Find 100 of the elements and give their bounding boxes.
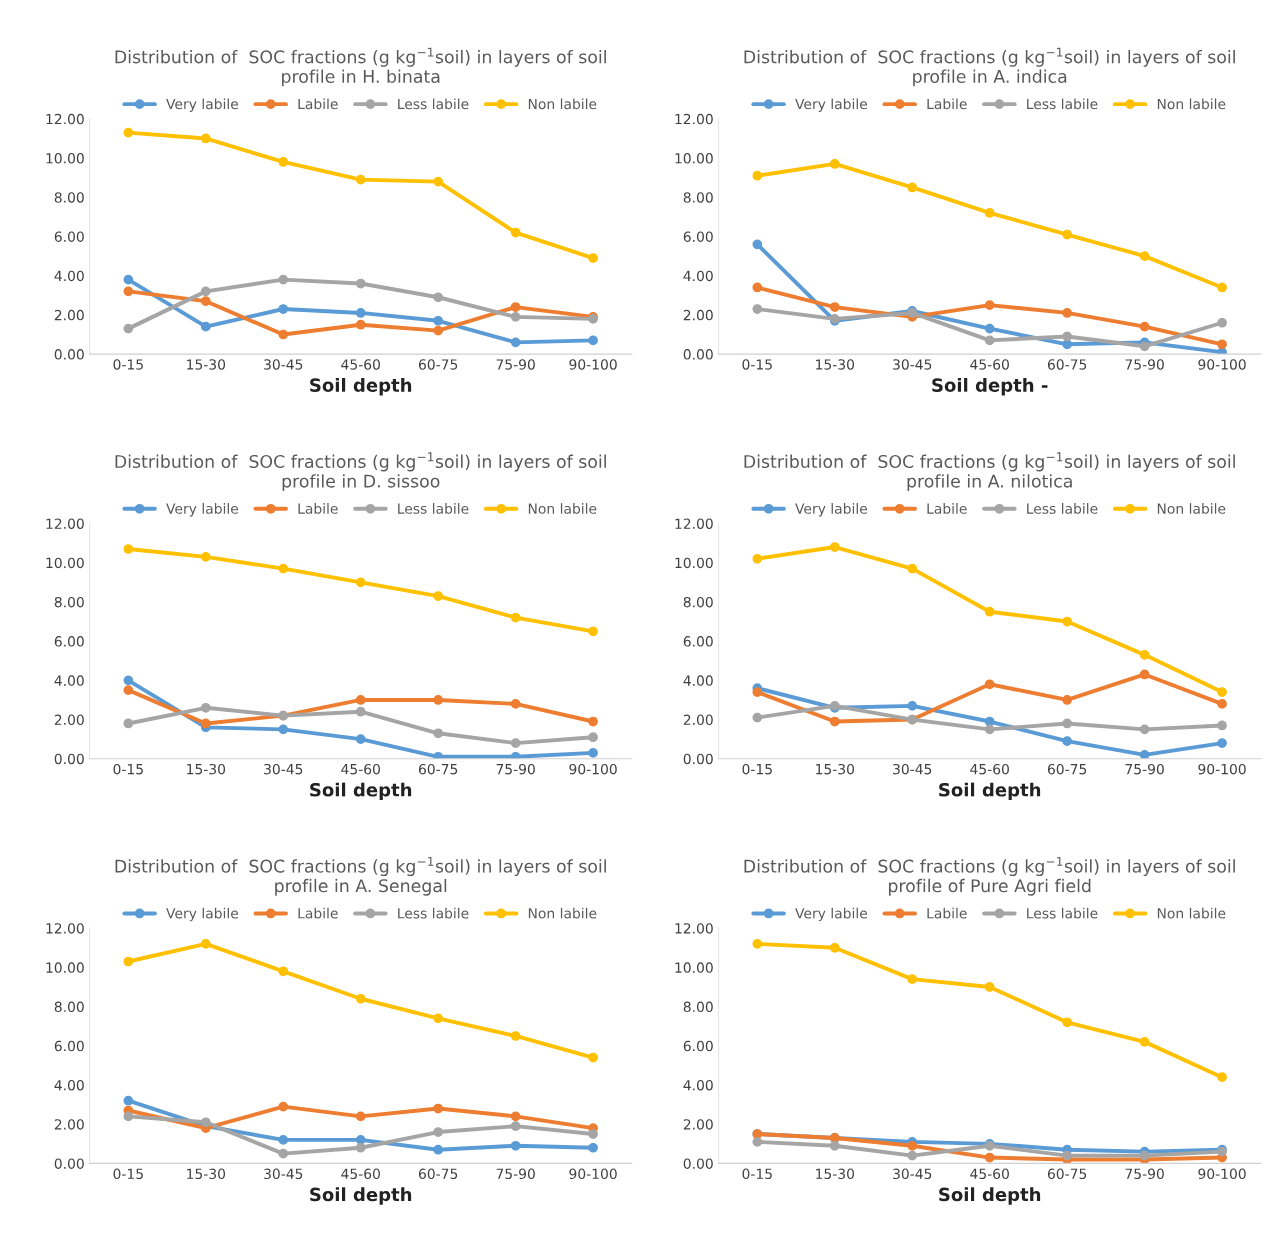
legend-label: Very labile xyxy=(166,503,239,517)
legend-label: Less labile xyxy=(398,503,469,514)
x-axis-title: Soil depth - xyxy=(932,377,1048,396)
y-tick-label: 2.00 xyxy=(683,1119,713,1130)
y-tick-label: 10.00 xyxy=(46,153,84,164)
y-tick-label: 2.00 xyxy=(54,714,84,726)
y-tick-label: 4.00 xyxy=(683,270,713,282)
x-tick-label: 30-45 xyxy=(264,1168,303,1180)
y-tick-label: 12.00 xyxy=(675,923,713,934)
chart-title: Distribution of SOC fractions (g kg$^{−1}$soil) in layers of soil profile in A. indica xyxy=(744,47,1235,87)
x-tick-label: 90-100 xyxy=(1198,359,1246,370)
x-tick-label: 60-75 xyxy=(1047,1168,1087,1180)
y-tick-label: 8.00 xyxy=(683,192,713,203)
legend-label: Non labile xyxy=(1157,907,1226,919)
x-tick-label: 60-75 xyxy=(418,1168,458,1180)
x-tick-label: 15-30 xyxy=(187,763,226,775)
x-tick-label: 0-15 xyxy=(113,763,143,775)
legend-label: Less labile xyxy=(1027,907,1098,919)
x-tick-label: 30-45 xyxy=(893,1168,932,1180)
y-tick-label: 6.00 xyxy=(54,231,84,242)
x-tick-label: 0-15 xyxy=(113,359,143,370)
y-tick-label: 6.00 xyxy=(683,636,713,647)
legend-label: Non labile xyxy=(528,98,597,110)
x-tick-label: 90-100 xyxy=(569,763,617,775)
x-tick-label: 15-30 xyxy=(187,1168,226,1180)
x-tick-label: 90-100 xyxy=(1198,1168,1246,1180)
legend-label: Very labile xyxy=(795,503,868,517)
x-tick-label: 90-100 xyxy=(569,359,617,370)
y-tick-label: 2.00 xyxy=(683,309,713,321)
legend-label: Very labile xyxy=(795,907,868,922)
y-tick-label: 12.00 xyxy=(46,923,84,934)
y-tick-label: 2.00 xyxy=(54,309,84,321)
y-tick-label: 8.00 xyxy=(54,192,84,203)
y-tick-label: 2.00 xyxy=(54,1119,84,1130)
y-tick-label: 4.00 xyxy=(683,1079,713,1091)
legend-label: Non labile xyxy=(1157,98,1226,110)
x-axis-title: Soil depth xyxy=(310,782,412,801)
x-tick-label: 15-30 xyxy=(187,359,226,370)
x-tick-label: 45-60 xyxy=(341,1168,380,1180)
x-tick-label: 75-90 xyxy=(496,1168,535,1180)
y-tick-label: 0.00 xyxy=(683,753,713,765)
x-tick-label: 0-15 xyxy=(742,359,772,370)
x-axis-title: Soil depth xyxy=(939,782,1041,801)
x-tick-label: 45-60 xyxy=(970,763,1009,775)
x-tick-label: 15-30 xyxy=(816,1168,855,1180)
y-tick-label: 8.00 xyxy=(54,596,84,608)
y-tick-label: 6.00 xyxy=(54,1040,84,1052)
legend-label: Labile xyxy=(927,503,967,514)
y-tick-label: 0.00 xyxy=(683,349,713,360)
y-tick-label: 10.00 xyxy=(46,962,84,973)
x-tick-label: 15-30 xyxy=(816,763,855,775)
y-tick-label: 12.00 xyxy=(675,518,713,529)
x-tick-label: 0-15 xyxy=(742,763,772,775)
legend-label: Less labile xyxy=(398,98,469,110)
y-tick-label: 12.00 xyxy=(46,113,84,125)
y-tick-label: 0.00 xyxy=(54,349,84,360)
legend-label: Non labile xyxy=(528,503,597,514)
chart-title: Distribution of SOC fractions (g kg$^{−1}$soil) in layers of soil profile in A. Senegal xyxy=(115,856,606,896)
legend-label: Very labile xyxy=(795,98,868,112)
y-tick-label: 10.00 xyxy=(675,153,713,164)
y-tick-label: 0.00 xyxy=(683,1158,713,1169)
y-tick-label: 4.00 xyxy=(683,675,713,686)
chart-title: Distribution of SOC fractions (g kg$^{−1}$soil) in layers of soil profile in A. nilotica xyxy=(744,452,1235,491)
chart-title: Distribution of SOC fractions (g kg$^{−1}$soil) in layers of soil profile in D. sissoo xyxy=(115,452,606,491)
x-tick-label: 0-15 xyxy=(742,1168,772,1180)
chart-title: Distribution of SOC fractions (g kg$^{−1}$soil) in layers of soil profile in H. binata xyxy=(115,47,606,87)
y-tick-label: 6.00 xyxy=(683,231,713,242)
y-tick-label: 4.00 xyxy=(54,1079,84,1091)
legend-label: Labile xyxy=(927,98,967,110)
x-tick-label: 15-30 xyxy=(816,359,855,370)
chart-title: Distribution of SOC fractions (g kg$^{−1}$soil) in layers of soil profile of Pure Agri field xyxy=(744,856,1235,896)
y-tick-label: 10.00 xyxy=(675,557,713,569)
y-tick-label: 0.00 xyxy=(54,1158,84,1169)
x-tick-label: 45-60 xyxy=(970,1168,1009,1180)
x-tick-label: 60-75 xyxy=(418,763,458,775)
y-tick-label: 8.00 xyxy=(683,1001,713,1013)
y-tick-label: 10.00 xyxy=(675,962,713,973)
x-tick-label: 45-60 xyxy=(341,763,380,775)
legend-label: Labile xyxy=(298,98,338,110)
x-tick-label: 90-100 xyxy=(569,1168,617,1180)
legend-label: Labile xyxy=(298,503,338,514)
y-tick-label: 2.00 xyxy=(683,714,713,726)
x-tick-label: 30-45 xyxy=(264,763,303,775)
x-tick-label: 0-15 xyxy=(113,1168,143,1180)
x-tick-label: 75-90 xyxy=(496,359,535,370)
x-tick-label: 90-100 xyxy=(1198,763,1246,775)
x-tick-label: 75-90 xyxy=(1125,359,1164,370)
legend-label: Less labile xyxy=(1027,503,1098,514)
y-tick-label: 6.00 xyxy=(54,636,84,647)
x-tick-label: 75-90 xyxy=(1125,763,1164,775)
y-tick-label: 4.00 xyxy=(54,675,84,686)
x-tick-label: 45-60 xyxy=(341,359,380,370)
legend-label: Labile xyxy=(298,907,338,919)
y-tick-label: 12.00 xyxy=(46,518,84,529)
x-axis-title: Soil depth xyxy=(310,1187,412,1205)
x-tick-label: 75-90 xyxy=(496,763,535,775)
y-tick-label: 10.00 xyxy=(46,557,84,569)
x-tick-label: 60-75 xyxy=(1047,359,1087,370)
legend-label: Less labile xyxy=(398,907,469,919)
x-tick-label: 30-45 xyxy=(264,359,303,370)
